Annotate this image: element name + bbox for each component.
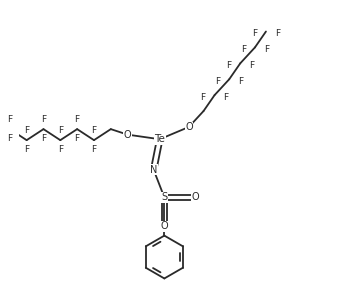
Text: O: O: [124, 130, 131, 140]
Text: F: F: [7, 134, 12, 143]
Text: F: F: [275, 29, 280, 39]
Text: F: F: [24, 145, 29, 154]
Text: F: F: [7, 115, 12, 125]
Text: F: F: [41, 115, 46, 125]
Text: F: F: [41, 134, 46, 143]
Text: O: O: [161, 222, 168, 231]
Text: F: F: [252, 29, 257, 39]
Text: F: F: [224, 93, 229, 102]
Text: Te: Te: [154, 134, 165, 144]
Text: F: F: [24, 126, 29, 136]
Text: F: F: [264, 45, 269, 54]
Text: S: S: [161, 192, 168, 202]
Text: O: O: [191, 192, 199, 202]
Text: F: F: [75, 115, 80, 125]
Text: F: F: [200, 93, 205, 102]
Text: F: F: [238, 77, 244, 86]
Text: F: F: [241, 45, 246, 54]
Text: F: F: [226, 61, 231, 70]
Text: F: F: [58, 145, 63, 154]
Text: N: N: [150, 165, 157, 175]
Text: F: F: [75, 134, 80, 143]
Text: F: F: [249, 61, 255, 70]
Text: F: F: [215, 77, 220, 86]
Text: O: O: [185, 122, 193, 132]
Text: F: F: [92, 126, 97, 136]
Text: F: F: [58, 126, 63, 136]
Text: F: F: [92, 145, 97, 154]
